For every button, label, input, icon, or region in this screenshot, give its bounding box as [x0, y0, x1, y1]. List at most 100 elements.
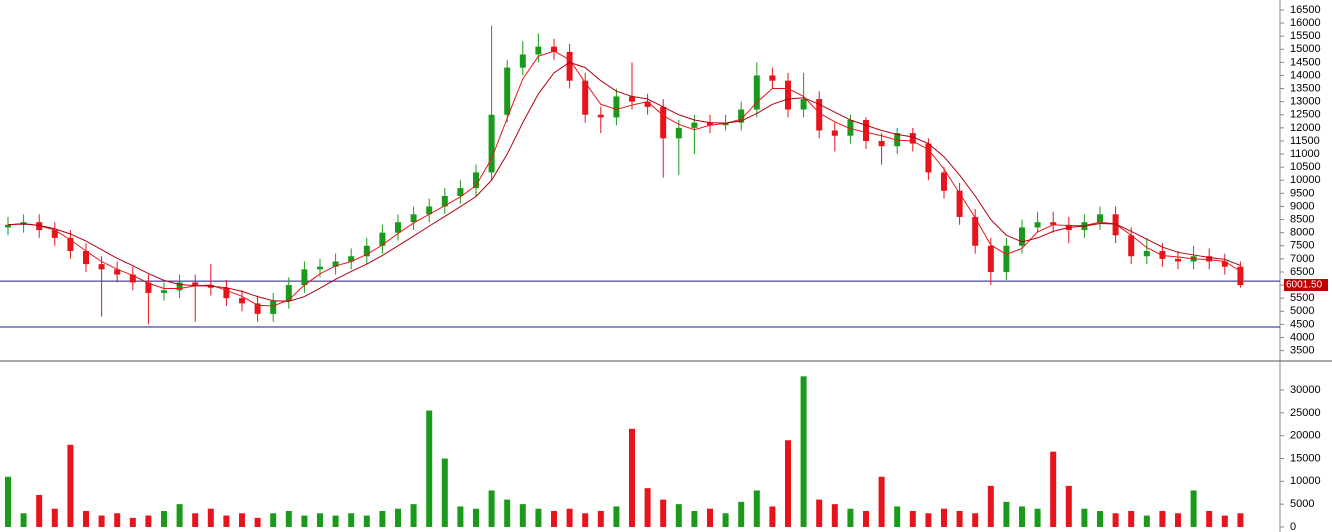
last-price-box [1284, 279, 1328, 292]
y-tick-label: 10000 [1290, 174, 1321, 186]
volume-bar [176, 504, 183, 527]
moving-average [7, 50, 1241, 307]
volume-bar [566, 508, 573, 527]
y-tick-label: 4500 [1290, 318, 1314, 330]
candle-body [254, 303, 261, 314]
volume-bar [1065, 485, 1072, 527]
volume-bar [145, 515, 152, 527]
y-tick-label: 25000 [1290, 407, 1321, 419]
candle-body [941, 172, 947, 191]
volume-bar [675, 504, 682, 527]
candle-body [348, 256, 355, 262]
volume-bar [722, 513, 729, 527]
volume-bar [192, 513, 199, 527]
volume-bar [1206, 511, 1213, 527]
candle-body [317, 266, 323, 270]
candle-body [987, 245, 994, 272]
candle-body [285, 285, 292, 301]
y-tick-label: 12000 [1290, 122, 1321, 134]
y-tick-label: 14500 [1290, 56, 1321, 68]
volume-bar [83, 511, 89, 527]
candle-body [67, 237, 74, 252]
candle-body [816, 99, 823, 131]
y-tick-label: 16500 [1290, 4, 1321, 16]
candle-body [660, 106, 667, 139]
volume-bar [738, 501, 745, 527]
candle-body [597, 114, 604, 118]
volume-bar [473, 508, 479, 527]
volume-bar [20, 513, 27, 527]
volume-bar [519, 504, 526, 527]
candle-body [1206, 256, 1213, 262]
candle-body [847, 120, 854, 136]
volume-bar [410, 504, 417, 527]
volume-bar [161, 511, 167, 527]
candle-body [1003, 245, 1010, 272]
volume-bar [707, 508, 713, 527]
candle-body [1097, 214, 1103, 223]
volume-bar [644, 488, 651, 527]
volume-bar [1097, 511, 1103, 527]
y-tick-label: 12500 [1290, 109, 1321, 121]
volume-bar [863, 511, 869, 527]
candle-body [473, 172, 479, 189]
y-tick-label: 10000 [1290, 475, 1321, 487]
volume-bar [223, 515, 230, 527]
volume-bar [847, 508, 854, 527]
y-tick-label: 30000 [1290, 384, 1321, 396]
volume-bar [597, 511, 604, 527]
candle-body [1112, 214, 1119, 236]
volume-bar [129, 517, 136, 527]
candle-body [114, 269, 121, 275]
candle-body [629, 96, 635, 102]
candle-body [1237, 266, 1244, 286]
candle-body [223, 287, 230, 299]
y-tick-label: 13500 [1290, 82, 1321, 94]
volume-bar [51, 508, 58, 527]
volume-bar [1003, 501, 1010, 527]
candle-body [831, 130, 838, 136]
y-tick-label: 14000 [1290, 69, 1321, 81]
volume-bar [67, 444, 74, 527]
candle-body [1019, 227, 1025, 246]
y-tick-label: 13000 [1290, 96, 1321, 108]
candle-body [98, 264, 105, 270]
volume-bar [1190, 490, 1197, 527]
candle-body [800, 99, 807, 110]
candle-body [488, 114, 495, 173]
candle-body [566, 51, 573, 81]
y-tick-label: 7000 [1290, 253, 1314, 265]
candle-body [426, 206, 433, 215]
volume-bar [878, 476, 885, 527]
y-tick-label: 15000 [1290, 452, 1321, 464]
volume-bar [535, 508, 542, 527]
volume-bar [925, 513, 932, 527]
volume-bar [1128, 511, 1135, 527]
volume-bar [769, 506, 776, 527]
candle-body [535, 46, 542, 55]
volume-bar [1034, 508, 1041, 527]
volume-bar [972, 513, 979, 527]
candle-body [691, 122, 698, 128]
volume-bar [941, 508, 947, 527]
volume-bar [5, 476, 11, 527]
y-tick-label: 11000 [1290, 148, 1320, 160]
candle-body [83, 251, 89, 265]
candle-body [332, 261, 339, 267]
volume-bar [613, 506, 620, 527]
y-tick-label: 5500 [1290, 292, 1314, 304]
volume-bar [270, 513, 277, 527]
candle-body [441, 195, 448, 207]
y-tick-label: 10500 [1290, 161, 1321, 173]
volume-bar [894, 506, 901, 527]
moving-average [7, 61, 1241, 302]
candle-body [457, 188, 464, 196]
candle-body [707, 122, 713, 126]
volume-bar [332, 515, 339, 527]
candle-body [956, 190, 963, 217]
candle-body [722, 122, 729, 126]
y-tick-label: 6500 [1290, 266, 1314, 278]
candle-body [129, 274, 136, 283]
last-price-label: 6001.50 [1286, 280, 1323, 291]
